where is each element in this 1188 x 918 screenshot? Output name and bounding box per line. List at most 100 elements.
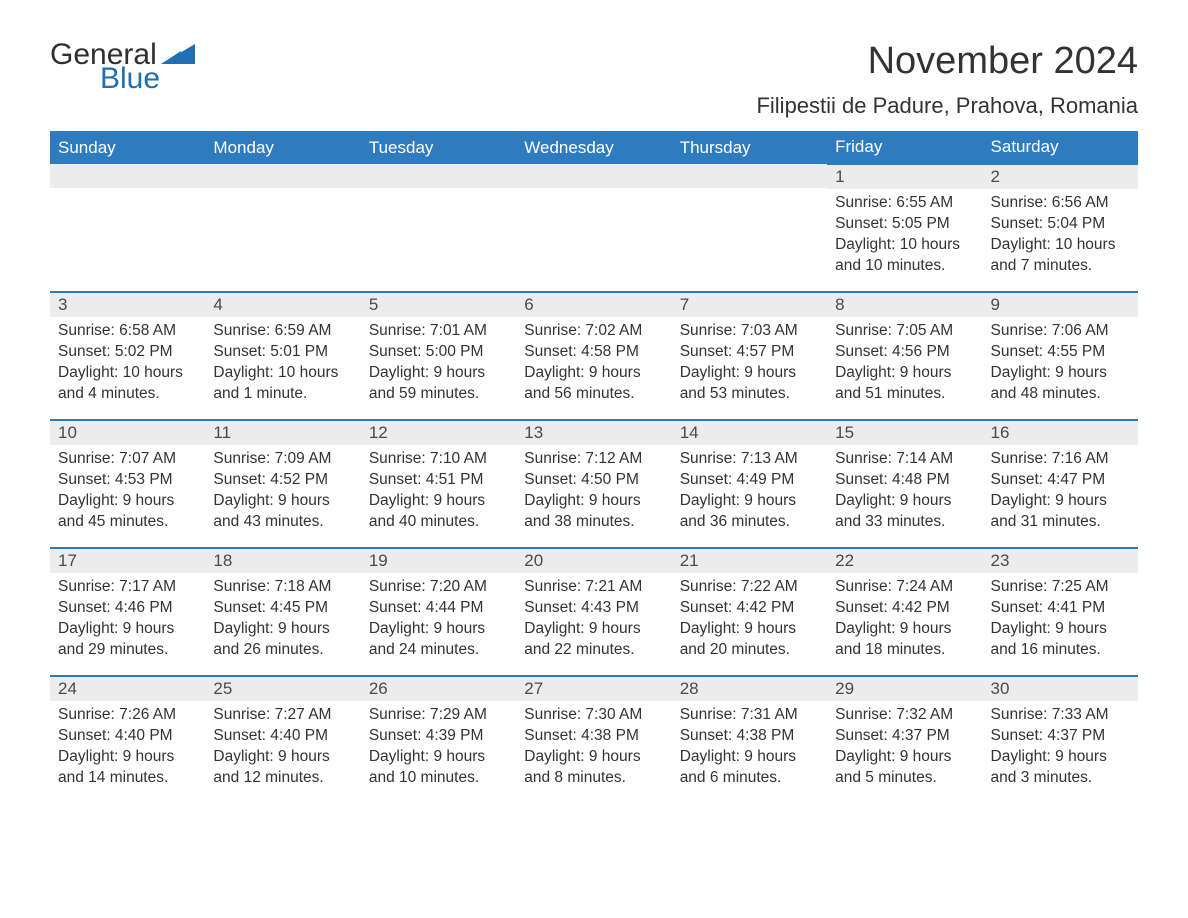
sunset-line: Sunset: 4:37 PM	[835, 726, 974, 747]
day-details: Sunrise: 7:01 AMSunset: 5:00 PMDaylight:…	[361, 317, 516, 413]
sunrise-line: Sunrise: 7:02 AM	[524, 321, 663, 342]
calendar-cell: 29Sunrise: 7:32 AMSunset: 4:37 PMDayligh…	[827, 676, 982, 804]
day-number: 16	[983, 421, 1138, 445]
daylight-line: Daylight: 9 hours and 43 minutes.	[213, 491, 352, 533]
daylight-line: Daylight: 9 hours and 18 minutes.	[835, 619, 974, 661]
daylight-line: Daylight: 9 hours and 10 minutes.	[369, 747, 508, 789]
sunset-line: Sunset: 4:39 PM	[369, 726, 508, 747]
day-number: 15	[827, 421, 982, 445]
day-number: 19	[361, 549, 516, 573]
weekday-header: Wednesday	[516, 131, 671, 164]
logo: General Blue	[50, 40, 195, 94]
day-number: 26	[361, 677, 516, 701]
calendar-row: 24Sunrise: 7:26 AMSunset: 4:40 PMDayligh…	[50, 676, 1138, 804]
day-details: Sunrise: 7:31 AMSunset: 4:38 PMDaylight:…	[672, 701, 827, 797]
day-details: Sunrise: 7:12 AMSunset: 4:50 PMDaylight:…	[516, 445, 671, 541]
daylight-line: Daylight: 9 hours and 26 minutes.	[213, 619, 352, 661]
sunrise-line: Sunrise: 6:59 AM	[213, 321, 352, 342]
sunset-line: Sunset: 4:43 PM	[524, 598, 663, 619]
day-details: Sunrise: 6:58 AMSunset: 5:02 PMDaylight:…	[50, 317, 205, 413]
sunrise-line: Sunrise: 7:25 AM	[991, 577, 1130, 598]
day-number: 7	[672, 293, 827, 317]
sunrise-line: Sunrise: 6:55 AM	[835, 193, 974, 214]
sunset-line: Sunset: 5:05 PM	[835, 214, 974, 235]
day-number: 1	[827, 165, 982, 189]
sunrise-line: Sunrise: 7:33 AM	[991, 705, 1130, 726]
calendar-cell: 7Sunrise: 7:03 AMSunset: 4:57 PMDaylight…	[672, 292, 827, 420]
day-details: Sunrise: 7:21 AMSunset: 4:43 PMDaylight:…	[516, 573, 671, 669]
sunset-line: Sunset: 4:51 PM	[369, 470, 508, 491]
sunrise-line: Sunrise: 7:17 AM	[58, 577, 197, 598]
sunset-line: Sunset: 4:41 PM	[991, 598, 1130, 619]
weekday-header: Sunday	[50, 131, 205, 164]
daylight-line: Daylight: 10 hours and 7 minutes.	[991, 235, 1130, 277]
calendar-cell	[50, 164, 205, 292]
day-details: Sunrise: 7:33 AMSunset: 4:37 PMDaylight:…	[983, 701, 1138, 797]
sunset-line: Sunset: 4:37 PM	[991, 726, 1130, 747]
calendar-table: SundayMondayTuesdayWednesdayThursdayFrid…	[50, 131, 1138, 804]
sunset-line: Sunset: 4:40 PM	[213, 726, 352, 747]
calendar-cell: 14Sunrise: 7:13 AMSunset: 4:49 PMDayligh…	[672, 420, 827, 548]
calendar-cell: 23Sunrise: 7:25 AMSunset: 4:41 PMDayligh…	[983, 548, 1138, 676]
daylight-line: Daylight: 10 hours and 1 minute.	[213, 363, 352, 405]
sunset-line: Sunset: 5:01 PM	[213, 342, 352, 363]
daylight-line: Daylight: 9 hours and 20 minutes.	[680, 619, 819, 661]
weekday-header: Thursday	[672, 131, 827, 164]
sunrise-line: Sunrise: 7:18 AM	[213, 577, 352, 598]
daylight-line: Daylight: 9 hours and 40 minutes.	[369, 491, 508, 533]
empty-day	[672, 164, 827, 188]
empty-day	[50, 164, 205, 188]
day-number: 14	[672, 421, 827, 445]
day-details: Sunrise: 6:59 AMSunset: 5:01 PMDaylight:…	[205, 317, 360, 413]
sunrise-line: Sunrise: 7:06 AM	[991, 321, 1130, 342]
calendar-cell: 11Sunrise: 7:09 AMSunset: 4:52 PMDayligh…	[205, 420, 360, 548]
calendar-cell: 24Sunrise: 7:26 AMSunset: 4:40 PMDayligh…	[50, 676, 205, 804]
sunset-line: Sunset: 5:00 PM	[369, 342, 508, 363]
day-number: 29	[827, 677, 982, 701]
day-details: Sunrise: 7:13 AMSunset: 4:49 PMDaylight:…	[672, 445, 827, 541]
calendar-cell: 16Sunrise: 7:16 AMSunset: 4:47 PMDayligh…	[983, 420, 1138, 548]
sunrise-line: Sunrise: 7:32 AM	[835, 705, 974, 726]
calendar-cell: 20Sunrise: 7:21 AMSunset: 4:43 PMDayligh…	[516, 548, 671, 676]
day-details: Sunrise: 7:17 AMSunset: 4:46 PMDaylight:…	[50, 573, 205, 669]
sunrise-line: Sunrise: 7:26 AM	[58, 705, 197, 726]
daylight-line: Daylight: 9 hours and 22 minutes.	[524, 619, 663, 661]
day-details: Sunrise: 7:07 AMSunset: 4:53 PMDaylight:…	[50, 445, 205, 541]
day-details: Sunrise: 7:16 AMSunset: 4:47 PMDaylight:…	[983, 445, 1138, 541]
sunrise-line: Sunrise: 7:01 AM	[369, 321, 508, 342]
calendar-cell: 13Sunrise: 7:12 AMSunset: 4:50 PMDayligh…	[516, 420, 671, 548]
daylight-line: Daylight: 9 hours and 14 minutes.	[58, 747, 197, 789]
calendar-cell: 22Sunrise: 7:24 AMSunset: 4:42 PMDayligh…	[827, 548, 982, 676]
daylight-line: Daylight: 9 hours and 45 minutes.	[58, 491, 197, 533]
sunrise-line: Sunrise: 7:30 AM	[524, 705, 663, 726]
daylight-line: Daylight: 9 hours and 48 minutes.	[991, 363, 1130, 405]
daylight-line: Daylight: 9 hours and 53 minutes.	[680, 363, 819, 405]
sunrise-line: Sunrise: 7:20 AM	[369, 577, 508, 598]
daylight-line: Daylight: 9 hours and 8 minutes.	[524, 747, 663, 789]
calendar-cell	[516, 164, 671, 292]
day-number: 23	[983, 549, 1138, 573]
daylight-line: Daylight: 9 hours and 12 minutes.	[213, 747, 352, 789]
calendar-cell	[205, 164, 360, 292]
day-number: 18	[205, 549, 360, 573]
sunset-line: Sunset: 4:50 PM	[524, 470, 663, 491]
day-details: Sunrise: 7:02 AMSunset: 4:58 PMDaylight:…	[516, 317, 671, 413]
sunrise-line: Sunrise: 7:31 AM	[680, 705, 819, 726]
day-details: Sunrise: 7:27 AMSunset: 4:40 PMDaylight:…	[205, 701, 360, 797]
sunrise-line: Sunrise: 6:58 AM	[58, 321, 197, 342]
day-details: Sunrise: 7:32 AMSunset: 4:37 PMDaylight:…	[827, 701, 982, 797]
day-number: 25	[205, 677, 360, 701]
calendar-cell: 15Sunrise: 7:14 AMSunset: 4:48 PMDayligh…	[827, 420, 982, 548]
daylight-line: Daylight: 9 hours and 5 minutes.	[835, 747, 974, 789]
calendar-cell: 10Sunrise: 7:07 AMSunset: 4:53 PMDayligh…	[50, 420, 205, 548]
daylight-line: Daylight: 9 hours and 36 minutes.	[680, 491, 819, 533]
day-number: 17	[50, 549, 205, 573]
day-details: Sunrise: 6:55 AMSunset: 5:05 PMDaylight:…	[827, 189, 982, 285]
sunset-line: Sunset: 5:02 PM	[58, 342, 197, 363]
calendar-cell: 1Sunrise: 6:55 AMSunset: 5:05 PMDaylight…	[827, 164, 982, 292]
calendar-row: 10Sunrise: 7:07 AMSunset: 4:53 PMDayligh…	[50, 420, 1138, 548]
day-details: Sunrise: 7:29 AMSunset: 4:39 PMDaylight:…	[361, 701, 516, 797]
sunrise-line: Sunrise: 7:05 AM	[835, 321, 974, 342]
sunset-line: Sunset: 4:42 PM	[835, 598, 974, 619]
day-details: Sunrise: 7:09 AMSunset: 4:52 PMDaylight:…	[205, 445, 360, 541]
